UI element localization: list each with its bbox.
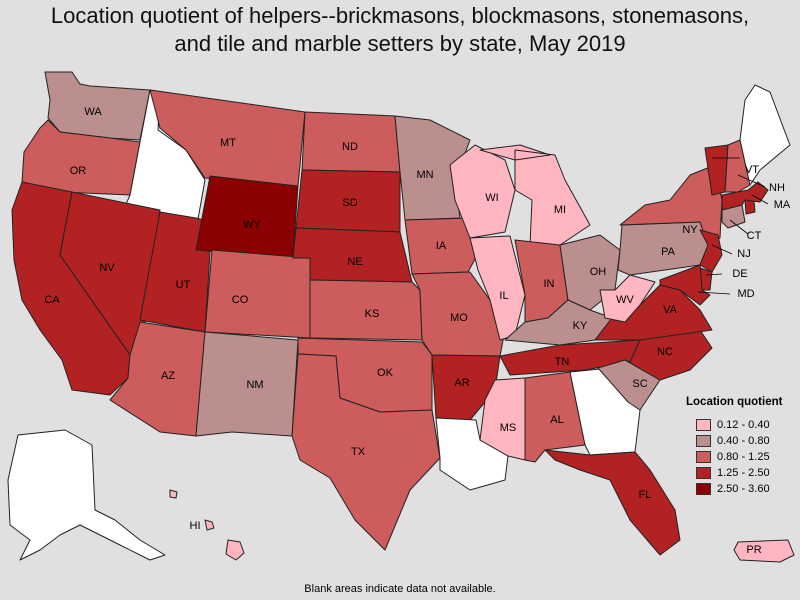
legend-label: 0.40 - 0.80 (717, 435, 770, 447)
state-wi (449, 144, 516, 239)
state-label-hi: HI (190, 520, 201, 532)
map-title-line-1: Location quotient of helpers--brickmason… (50, 3, 750, 28)
state-label-ny: NY (682, 224, 698, 236)
state-co (204, 249, 311, 339)
leader-line-ma (751, 194, 769, 205)
state-label-sd: SD (342, 197, 357, 209)
state-label-ok: OK (377, 367, 394, 379)
state-label-nh: NH (769, 182, 785, 194)
state-va (594, 284, 713, 341)
legend-swatch (696, 419, 711, 431)
state-ma (721, 181, 769, 211)
state-label-wi: WI (485, 192, 498, 204)
state-label-ca: CA (44, 294, 60, 306)
state-wy (195, 175, 299, 259)
state-label-va: VA (663, 304, 678, 316)
state-label-ar: AR (454, 377, 469, 389)
state-label-tn: TN (555, 356, 570, 368)
leader-line-ct (729, 219, 749, 235)
state-ak (7, 429, 166, 561)
state-label-ks: KS (365, 308, 380, 320)
legend-swatch (696, 435, 711, 447)
legend-label: 1.25 - 2.50 (717, 467, 770, 479)
state-label-az: AZ (161, 370, 175, 382)
state-label-ma: MA (774, 199, 791, 211)
leader-line-nh (737, 174, 766, 188)
state-label-co: CO (232, 294, 249, 306)
state-label-wy: WY (243, 219, 261, 231)
state-label-nv: NV (99, 262, 115, 274)
leader-line-de (705, 273, 723, 276)
state-label-wv: WV (616, 294, 634, 306)
state-la (435, 417, 509, 491)
legend-item: 0.80 - 1.25 (686, 449, 796, 465)
state-label-or: OR (70, 165, 87, 177)
state-hi (169, 489, 245, 561)
state-label-ut: UT (176, 279, 191, 291)
state-wv (599, 274, 656, 323)
state-label-mi: MI (554, 204, 566, 216)
state-pr (733, 539, 795, 563)
map-title: Location quotient of helpers--brickmason… (0, 2, 800, 58)
state-sc (597, 359, 661, 411)
state-md (659, 264, 711, 306)
state-label-in: IN (544, 278, 555, 290)
leader-line-md (697, 291, 731, 295)
state-label-fl: FL (639, 489, 652, 501)
state-label-pa: PA (661, 246, 676, 258)
state-label-nj: NJ (737, 248, 750, 260)
state-label-mn: MN (416, 169, 433, 181)
state-label-md: MD (737, 288, 754, 300)
legend-item: 0.12 - 0.40 (686, 417, 796, 433)
state-fl (544, 449, 681, 556)
state-label-wa: WA (84, 106, 102, 118)
state-or (21, 119, 141, 196)
state-label-oh: OH (590, 266, 607, 278)
state-label-ia: IA (436, 240, 447, 252)
state-label-mo: MO (450, 312, 468, 324)
state-label-de: DE (732, 268, 747, 280)
legend-swatch (696, 483, 711, 495)
state-ut (139, 211, 213, 333)
legend-label: 0.80 - 1.25 (717, 451, 770, 463)
legend-item: 2.50 - 3.60 (686, 481, 796, 497)
state-ar (431, 354, 501, 421)
state-label-mt: MT (220, 137, 236, 149)
state-label-sc: SC (632, 378, 647, 390)
state-label-vt: VT (745, 164, 759, 176)
state-ri (744, 199, 756, 215)
state-nm (195, 331, 299, 437)
state-label-ct: CT (747, 230, 762, 242)
state-label-tx: TX (351, 446, 366, 458)
state-ia (404, 217, 481, 275)
state-ky (504, 299, 613, 346)
state-label-ne: NE (347, 256, 362, 268)
state-label-nm: NM (246, 379, 263, 391)
state-label-pr: PR (746, 544, 761, 556)
state-label-nc: NC (657, 346, 673, 358)
footnote: Blank areas indicate data not available. (304, 583, 496, 595)
legend-item: 0.40 - 0.80 (686, 433, 796, 449)
legend-label: 2.50 - 3.60 (717, 483, 770, 495)
state-me (739, 84, 791, 186)
legend: Location quotient 0.12 - 0.40 0.40 - 0.8… (686, 396, 796, 497)
state-tx (291, 353, 441, 551)
state-label-nd: ND (342, 141, 358, 153)
legend-title: Location quotient (686, 396, 783, 408)
state-label-ky: KY (573, 320, 588, 332)
leader-line-nj (711, 244, 733, 255)
map-title-line-2: and tile and marble setters by state, Ma… (174, 31, 626, 56)
state-label-ms: MS (500, 422, 517, 434)
state-label-il: IL (499, 290, 508, 302)
state-label-al: AL (550, 414, 563, 426)
state-nh (724, 139, 751, 193)
legend-label: 0.12 - 0.40 (717, 419, 770, 431)
legend-item: 1.25 - 2.50 (686, 465, 796, 481)
legend-swatch (696, 467, 711, 479)
legend-swatch (696, 451, 711, 463)
